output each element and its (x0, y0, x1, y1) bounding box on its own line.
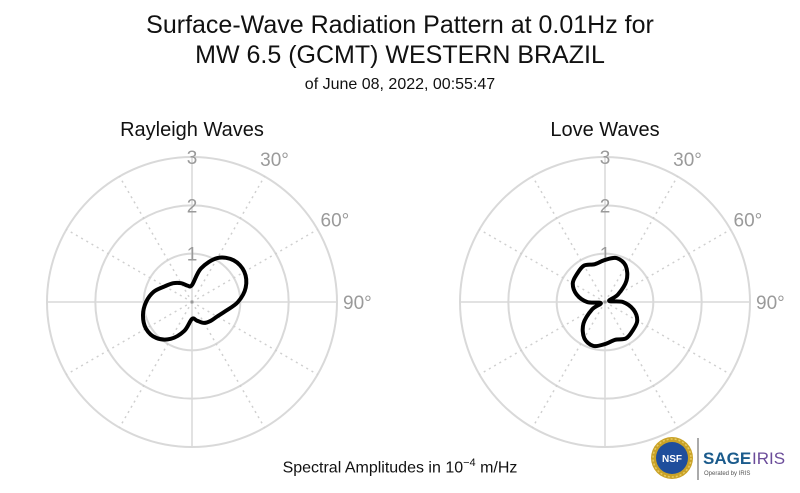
love-grid-spoke-150 (604, 301, 679, 428)
love-radial-tick-label-1: 1 (600, 245, 611, 266)
love-angular-tick-label-60: 60° (734, 211, 763, 232)
chart-subtitle-date: of June 08, 2022, 00:55:47 (304, 76, 496, 93)
rayleigh-angular-tick-label-30: 30° (260, 150, 289, 171)
rayleigh-subplot-title: Rayleigh Waves (120, 119, 264, 141)
love-radial-tick-label-3: 3 (600, 148, 611, 169)
rayleigh-grid-spoke-60 (191, 228, 318, 303)
rayleigh-radial-tick-label-3: 3 (187, 148, 198, 169)
units-exponent: −4 (463, 457, 476, 469)
rayleigh-angular-tick-label-90: 90° (343, 293, 372, 314)
rayleigh-grid-spoke-240 (66, 301, 193, 376)
logo-tagline: Operated by IRIS (704, 471, 750, 477)
rayleigh-grid-spoke-30 (191, 176, 266, 303)
love-angular-tick-label-90: 90° (756, 293, 785, 314)
love-grid-spoke-240 (479, 301, 606, 376)
love-grid-spoke-30 (604, 176, 679, 303)
rayleigh-center-point (190, 300, 194, 304)
rayleigh-grid-spoke-210 (118, 301, 193, 428)
love-grid-spoke-120 (604, 301, 731, 376)
love-polar-plot: 1 2 3 30° 60° 90° (459, 148, 785, 448)
love-subplot-title: Love Waves (550, 119, 660, 141)
chart-title-line2: MW 6.5 (GCMT) WESTERN BRAZIL (195, 41, 605, 69)
love-angular-tick-label-30: 30° (673, 150, 702, 171)
rayleigh-grid-spoke-120 (191, 301, 318, 376)
love-radial-tick-label-2: 2 (600, 196, 611, 217)
love-radiation-pattern-line (570, 255, 640, 349)
sage-iris-logo: NSF SAGE IRIS Operated by IRIS (651, 437, 785, 480)
iris-wordmark: IRIS (752, 449, 785, 468)
rayleigh-angular-tick-label-60: 60° (321, 211, 350, 232)
rayleigh-radiation-pattern-line (140, 255, 249, 342)
love-grid-spoke-330 (531, 176, 606, 303)
rayleigh-radial-tick-label-2: 2 (187, 196, 198, 217)
love-grid-spoke-210 (531, 301, 606, 428)
rayleigh-radial-tick-label-1: 1 (187, 245, 198, 266)
sage-wordmark: SAGE (703, 449, 751, 468)
nsf-seal-text: NSF (662, 454, 682, 465)
amplitude-units-note: Spectral Amplitudes in 10−4 m/Hz (0, 452, 800, 479)
units-prefix: Spectral Amplitudes in 10 (282, 459, 464, 477)
love-center-point (603, 300, 607, 304)
love-grid-spoke-300 (479, 228, 606, 303)
units-suffix: m/Hz (475, 459, 518, 477)
nsf-seal-icon: NSF (651, 437, 693, 479)
chart-title-line1: Surface-Wave Radiation Pattern at 0.01Hz… (146, 11, 654, 39)
rayleigh-polar-plot: 1 2 3 30° 60° 90° (46, 148, 372, 448)
rayleigh-grid-spoke-300 (66, 228, 193, 303)
love-grid-spoke-60 (604, 228, 731, 303)
